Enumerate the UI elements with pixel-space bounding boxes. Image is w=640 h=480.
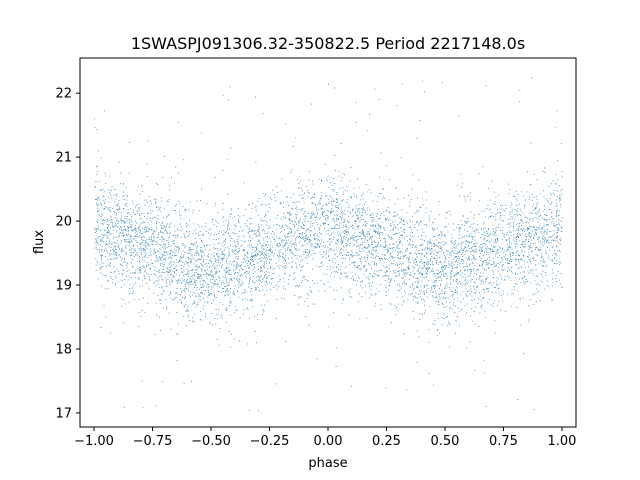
y-tick-label: 21 [55, 151, 72, 166]
x-tick-label: 1.00 [547, 434, 576, 449]
x-tick-label: −0.25 [250, 434, 290, 449]
x-tick-label: −0.75 [133, 434, 173, 449]
y-tick-label: 22 [55, 87, 72, 102]
x-axis-label: phase [308, 456, 347, 471]
y-axis-label: flux [32, 230, 47, 254]
scatter-point-cloud [94, 77, 563, 412]
y-tick-label: 18 [55, 342, 72, 357]
x-tick-label: 0.00 [314, 434, 343, 449]
y-axis: 17 18 19 20 21 22 [55, 87, 80, 421]
x-tick-label: 0.25 [372, 434, 401, 449]
x-tick-label: −1.00 [74, 434, 114, 449]
y-tick-label: 17 [55, 406, 72, 421]
data-points [94, 77, 563, 412]
x-tick-label: 0.50 [431, 434, 460, 449]
chart-title: 1SWASPJ091306.32-350822.5 Period 2217148… [131, 34, 525, 53]
x-axis: −1.00 −0.75 −0.50 −0.25 0.00 0.25 0.50 0.75 1.00 [74, 427, 576, 449]
x-tick-label: 0.75 [489, 434, 518, 449]
x-tick-label: −0.50 [191, 434, 231, 449]
plot-frame [79, 57, 577, 428]
y-tick-label: 20 [55, 215, 72, 230]
y-tick-label: 19 [55, 279, 72, 294]
